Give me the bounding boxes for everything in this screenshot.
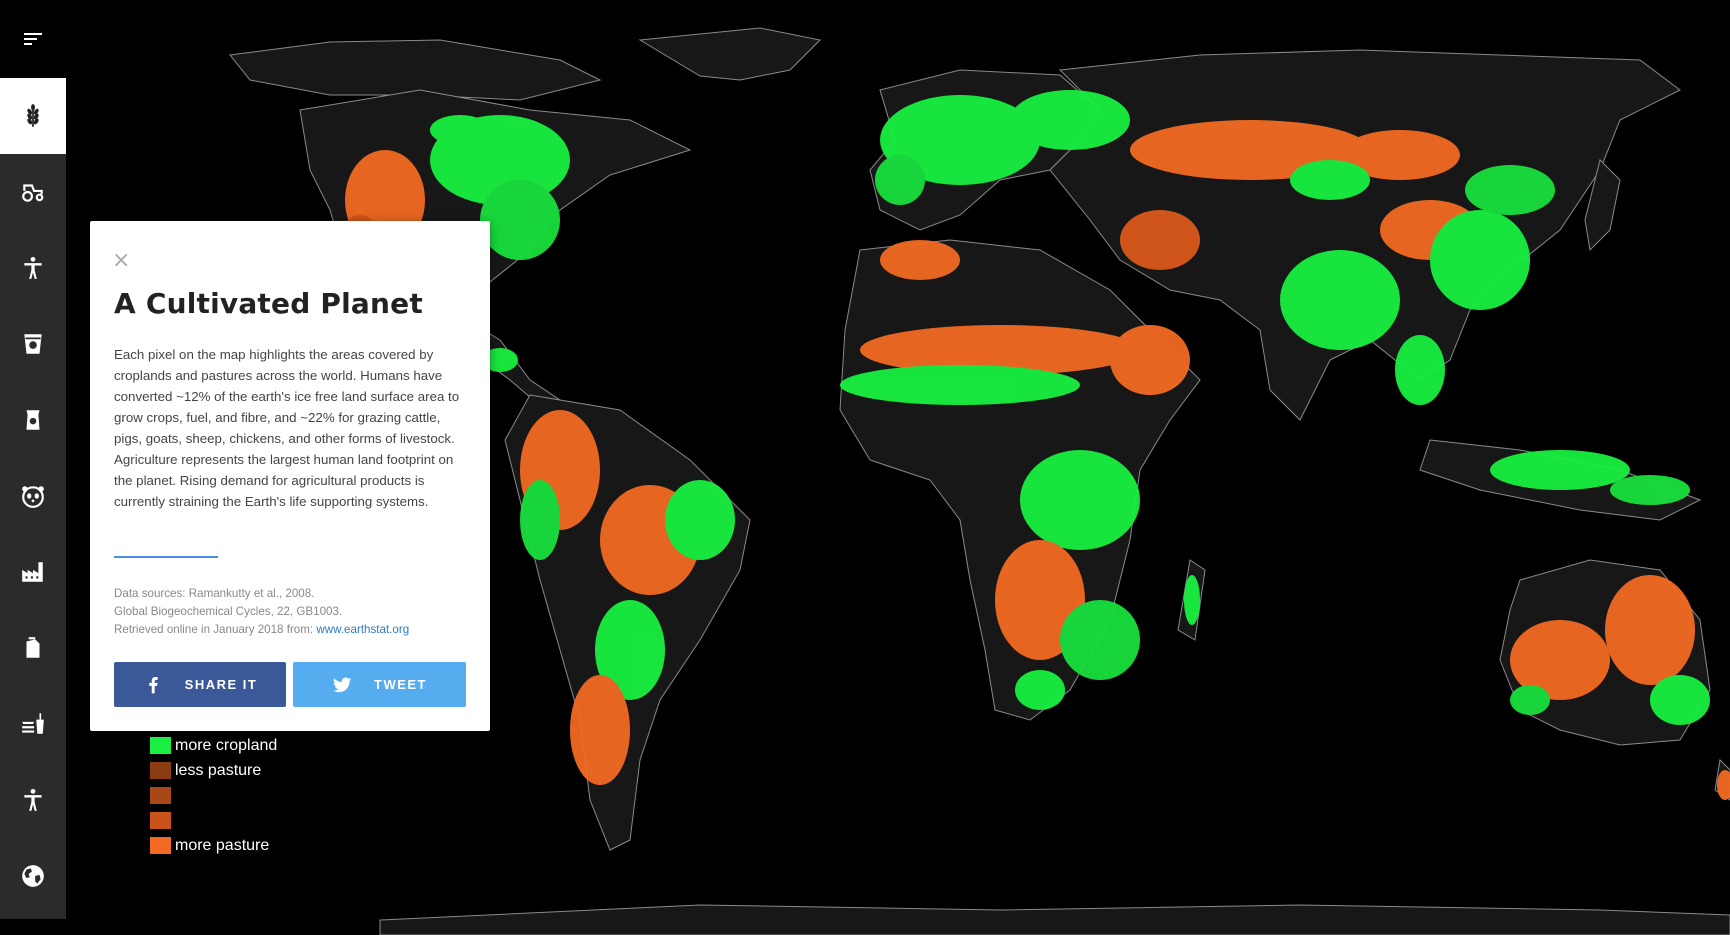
nav-item-products[interactable]: [0, 382, 66, 458]
person-icon: [24, 256, 42, 279]
info-panel: × A Cultivated Planet Each pixel on the …: [90, 221, 490, 731]
legend-swatch: [150, 837, 171, 854]
globe-icon: [22, 865, 44, 887]
legend-label: less pasture: [175, 761, 262, 779]
tractor-icon: [22, 184, 44, 202]
nav-item-industry[interactable]: [0, 534, 66, 610]
package-icon: [26, 410, 40, 430]
nav-item-water[interactable]: [0, 306, 66, 382]
sources-line-1: Data sources: Ramankutty et al., 2008.: [114, 587, 315, 600]
sidebar: [0, 0, 66, 919]
nav-item-globe[interactable]: [0, 838, 66, 914]
nav-item-tractor[interactable]: [0, 154, 66, 230]
tweet-label: TWEET: [374, 677, 427, 692]
land-antarctica: [379, 904, 1730, 935]
legend-swatch: [150, 787, 171, 804]
land-arctic-canada: [229, 39, 602, 101]
map-legend: more cropland less pasture more pasture: [150, 735, 277, 860]
menu-button[interactable]: [0, 0, 66, 78]
divider: [114, 556, 218, 558]
legend-item: less pasture: [150, 760, 277, 781]
close-icon[interactable]: ×: [112, 248, 131, 273]
panel-description: Each pixel on the map highlights the are…: [114, 347, 460, 509]
legend-item: [150, 810, 277, 831]
nav-item-food[interactable]: [0, 686, 66, 762]
menu-icon: [24, 33, 42, 45]
nav-item-wildlife[interactable]: [0, 458, 66, 534]
sources-line-3: Retrieved online in January 2018 from: w…: [114, 621, 474, 639]
fast-food-icon: [22, 713, 44, 734]
legend-swatch: [150, 812, 171, 829]
land-greenland: [638, 27, 822, 81]
cup-icon: [24, 334, 42, 354]
factory-icon: [22, 562, 43, 582]
earthstat-link[interactable]: www.earthstat.org: [316, 623, 410, 636]
legend-swatch: [150, 737, 171, 754]
nav-item-people-2[interactable]: [0, 762, 66, 838]
sources-line-3-text: Retrieved online in January 2018 from:: [114, 623, 317, 636]
nav-item-consumption[interactable]: [0, 610, 66, 686]
share-label: SHARE IT: [184, 677, 258, 692]
legend-label: more cropland: [175, 736, 278, 754]
legend-item: [150, 785, 277, 806]
share-facebook-button[interactable]: SHARE IT: [114, 662, 286, 707]
nav-item-crops[interactable]: [0, 78, 66, 154]
twitter-icon: [333, 676, 352, 692]
data-sources: Data sources: Ramankutty et al., 2008. G…: [114, 585, 474, 639]
land-japan: [1584, 159, 1621, 252]
legend-item: more pasture: [150, 835, 277, 856]
person-icon: [24, 788, 42, 811]
legend-label: more pasture: [175, 836, 270, 854]
wheat-icon: [27, 104, 39, 127]
tweet-button[interactable]: TWEET: [293, 662, 466, 707]
panda-icon: [22, 486, 44, 508]
legend-swatch: [150, 762, 171, 779]
sources-line-2: Global Biogeochemical Cycles, 22, GB1003…: [114, 605, 343, 618]
facebook-icon: [148, 676, 158, 693]
legend-item: more cropland: [150, 735, 277, 756]
bottle-icon: [26, 637, 40, 658]
panel-title: A Cultivated Planet: [114, 287, 423, 320]
nav-item-people[interactable]: [0, 230, 66, 306]
